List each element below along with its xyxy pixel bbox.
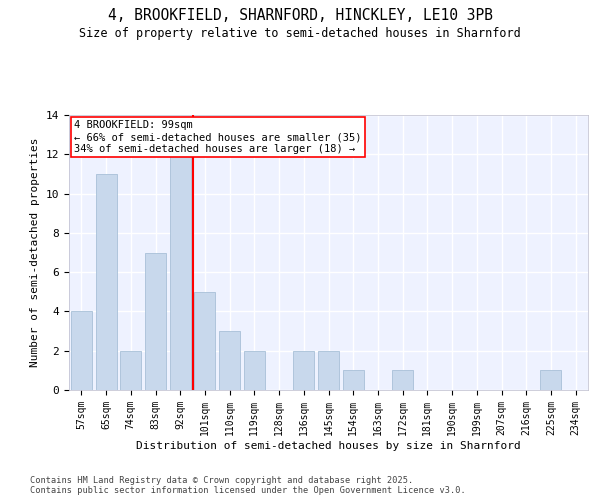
Text: 4 BROOKFIELD: 99sqm
← 66% of semi-detached houses are smaller (35)
34% of semi-d: 4 BROOKFIELD: 99sqm ← 66% of semi-detach… — [74, 120, 362, 154]
Bar — [95, 174, 116, 390]
Y-axis label: Number of semi-detached properties: Number of semi-detached properties — [30, 138, 40, 367]
Bar — [219, 331, 240, 390]
Bar — [120, 350, 141, 390]
Bar — [392, 370, 413, 390]
Bar — [318, 350, 339, 390]
Bar — [293, 350, 314, 390]
Text: Size of property relative to semi-detached houses in Sharnford: Size of property relative to semi-detach… — [79, 28, 521, 40]
Bar — [244, 350, 265, 390]
Bar — [343, 370, 364, 390]
X-axis label: Distribution of semi-detached houses by size in Sharnford: Distribution of semi-detached houses by … — [136, 440, 521, 450]
Text: Contains HM Land Registry data © Crown copyright and database right 2025.
Contai: Contains HM Land Registry data © Crown c… — [30, 476, 466, 495]
Bar — [71, 312, 92, 390]
Bar — [541, 370, 562, 390]
Bar — [170, 154, 191, 390]
Bar — [194, 292, 215, 390]
Bar — [145, 252, 166, 390]
Text: 4, BROOKFIELD, SHARNFORD, HINCKLEY, LE10 3PB: 4, BROOKFIELD, SHARNFORD, HINCKLEY, LE10… — [107, 8, 493, 22]
